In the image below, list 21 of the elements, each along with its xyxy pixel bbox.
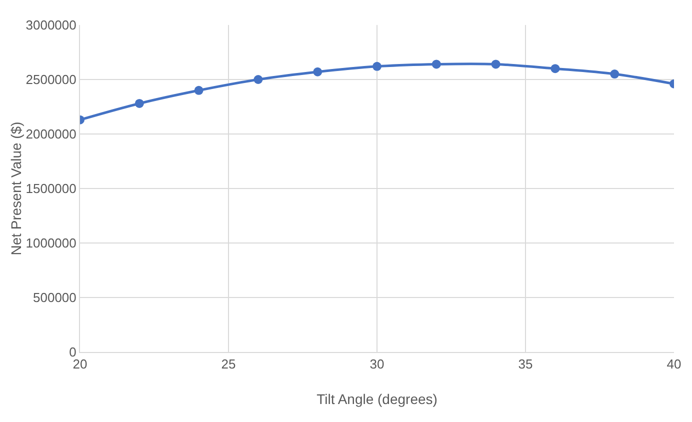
y-tick-label: 500000: [33, 290, 76, 306]
x-tick-label: 35: [518, 356, 533, 372]
point: [550, 64, 560, 74]
y-tick-label: 1500000: [26, 181, 76, 196]
point: [432, 60, 441, 69]
point: [254, 75, 263, 84]
x-tick-label: 25: [221, 356, 236, 372]
point: [134, 98, 144, 108]
x-tick-label: 40: [666, 356, 682, 372]
y-tick-label: 1000000: [26, 236, 76, 251]
point: [610, 70, 620, 79]
y-axis-title: Net Present Value ($): [8, 122, 24, 256]
point: [372, 62, 382, 71]
point: [313, 67, 322, 76]
x-axis-title: Tilt Angle (degrees): [316, 391, 438, 407]
point: [491, 60, 500, 69]
y-tick-label: 2500000: [26, 72, 76, 88]
x-tick-label: 30: [370, 356, 384, 372]
y-tick-label: 3000000: [26, 18, 76, 33]
point: [194, 86, 204, 95]
y-tick-label: 2000000: [26, 126, 76, 142]
